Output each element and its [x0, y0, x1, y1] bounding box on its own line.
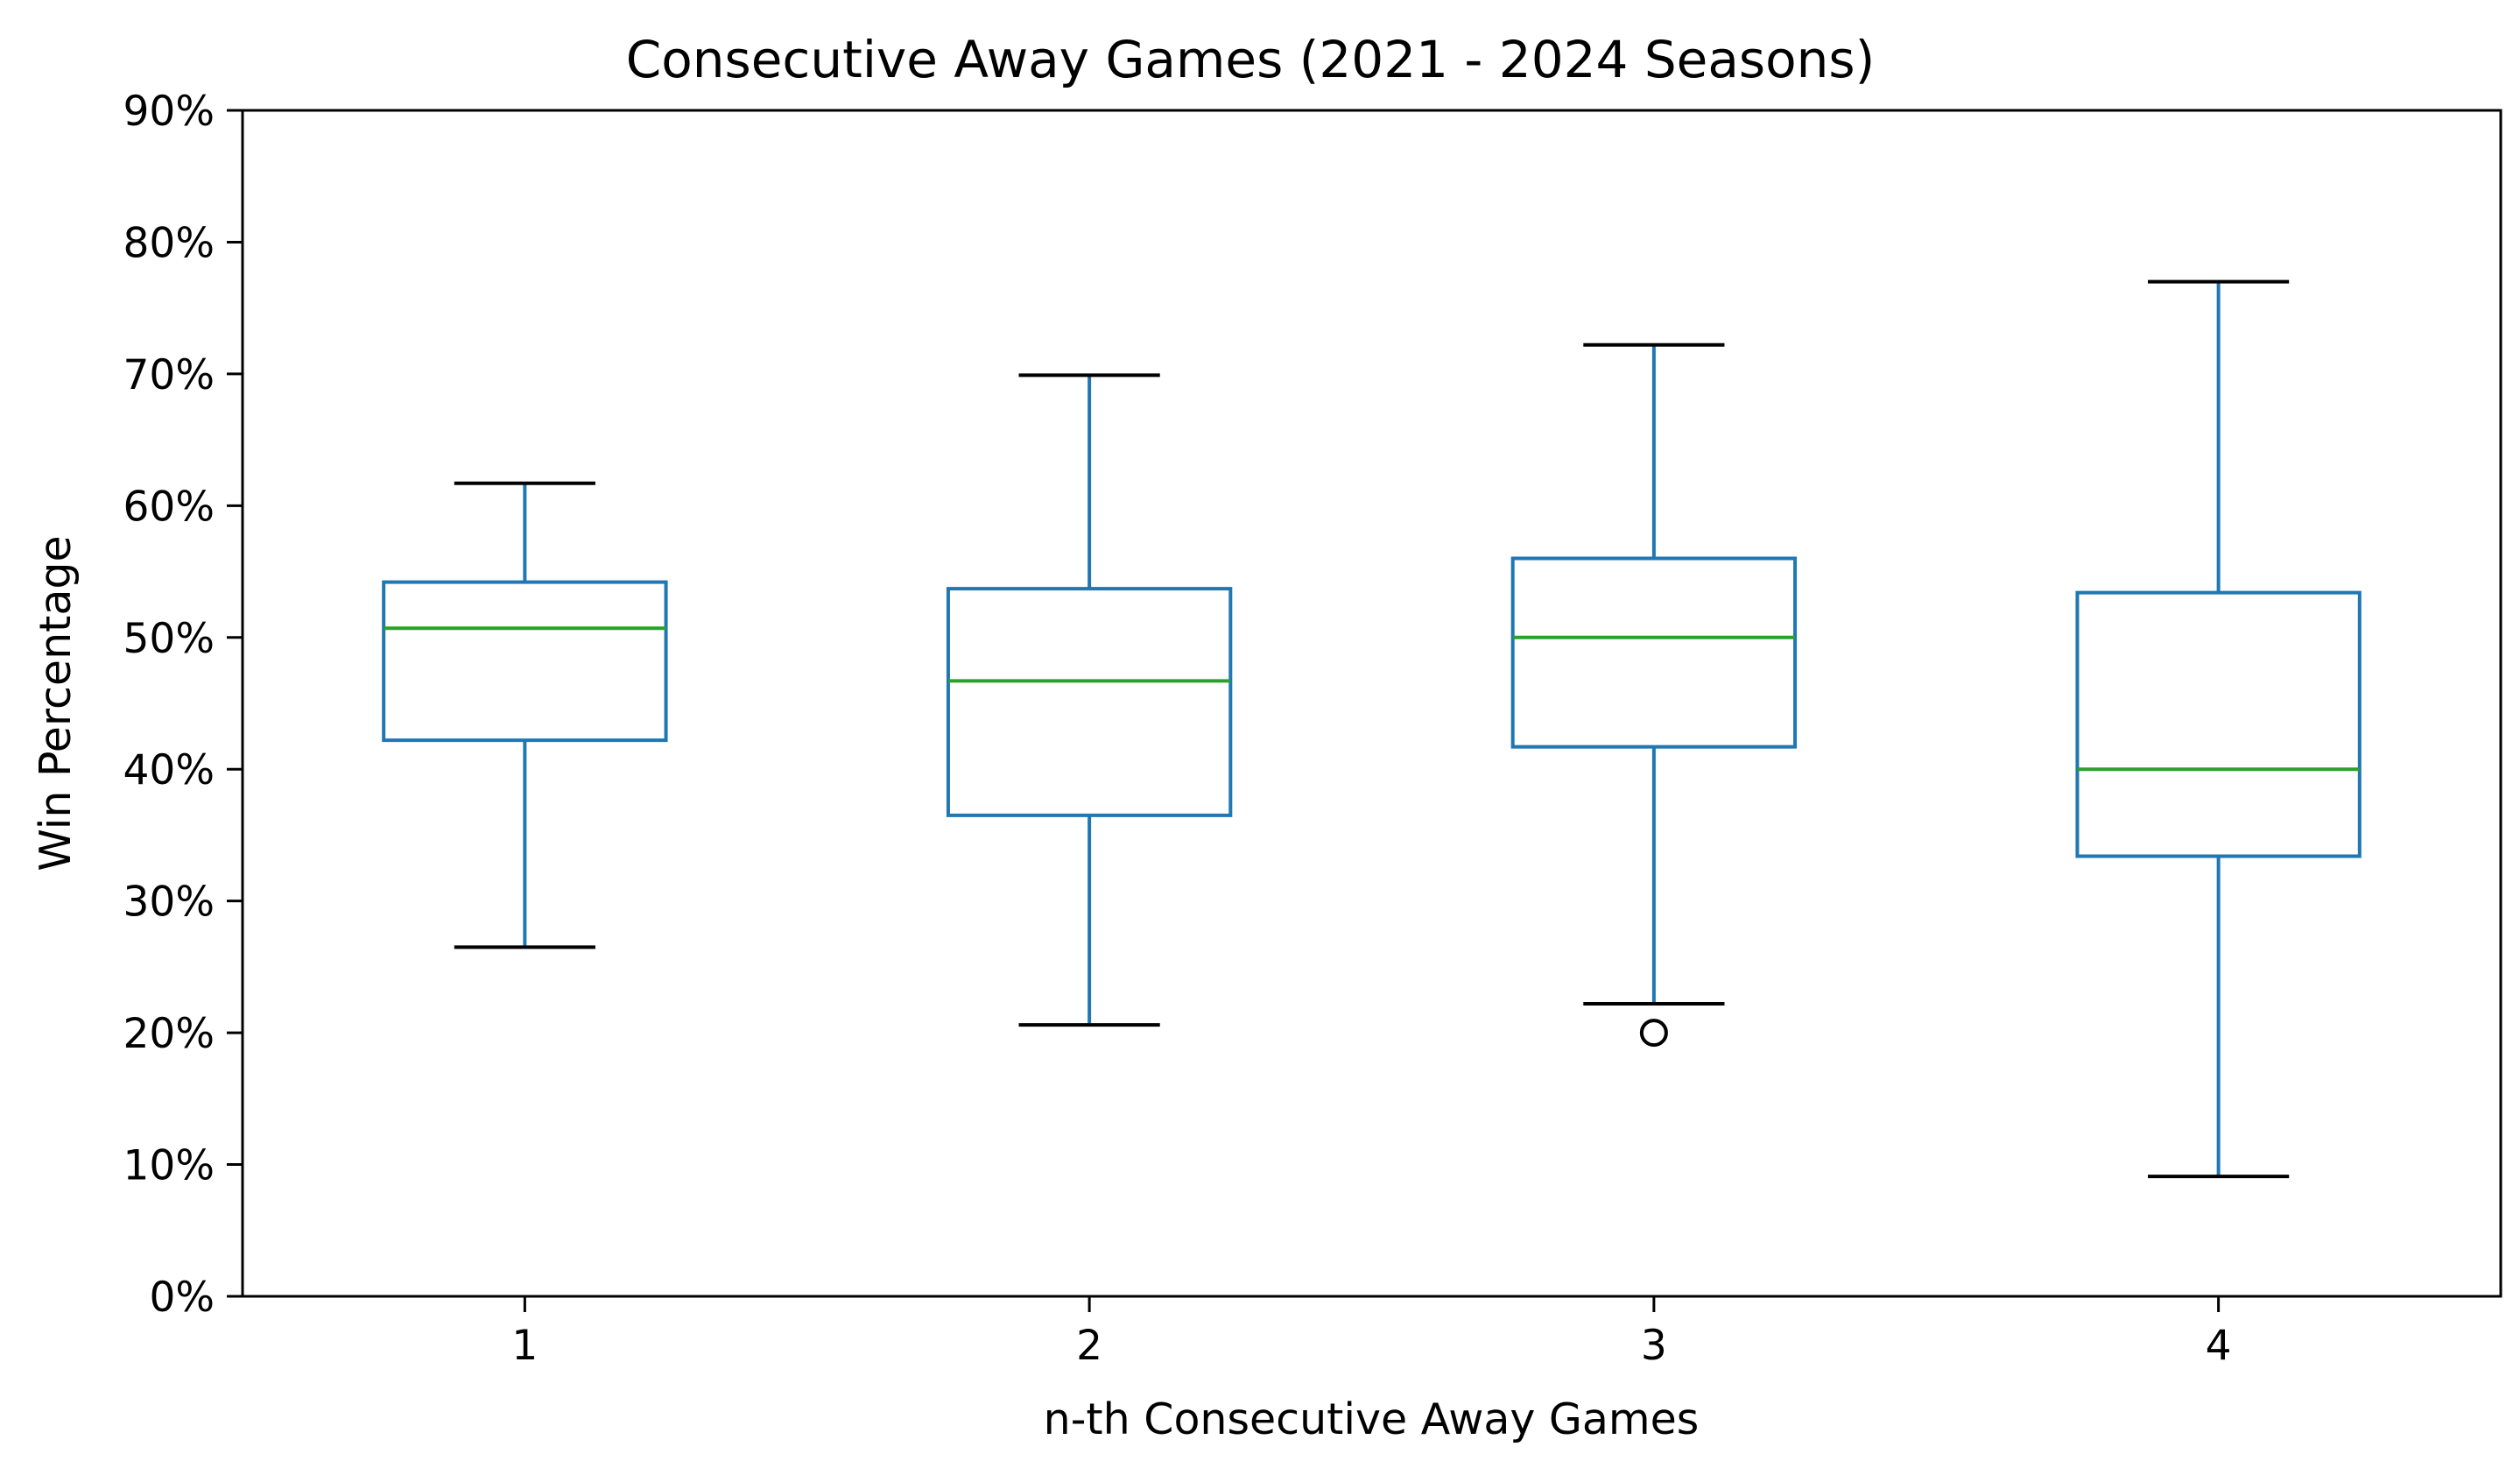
y-tick-label: 20% — [123, 1010, 215, 1058]
box-iqr — [946, 587, 1233, 817]
plot-frame — [241, 109, 2502, 1298]
y-tick-label: 90% — [123, 88, 215, 136]
y-axis-label: Win Percentage — [31, 535, 81, 871]
y-tick-label: 0% — [149, 1274, 215, 1322]
x-axis-label: n-th Consecutive Away Games — [1044, 1394, 1700, 1444]
y-tick-label: 30% — [123, 879, 215, 927]
x-tick-label: 4 — [2206, 1322, 2232, 1370]
chart-title: Consecutive Away Games (2021 - 2024 Seas… — [626, 30, 1875, 89]
outlier-point — [1639, 1019, 1668, 1048]
box-iqr — [2075, 590, 2362, 858]
x-tick-label: 3 — [1641, 1322, 1667, 1370]
y-tick-label: 80% — [123, 219, 215, 267]
y-tick-label: 60% — [123, 483, 215, 531]
box-iqr — [1510, 556, 1798, 749]
y-tick-label: 10% — [123, 1142, 215, 1190]
x-tick-label: 1 — [511, 1322, 538, 1370]
y-tick-label: 50% — [123, 615, 215, 663]
y-tick-label: 40% — [123, 746, 215, 794]
y-tick-label: 70% — [123, 351, 215, 399]
x-tick-label: 2 — [1076, 1322, 1102, 1370]
box-iqr — [382, 580, 668, 743]
plot-area: 0% 10% 20% 30% 40% 50% 60% 70% 80% 90% 1 2 3 4 — [123, 88, 2362, 1370]
